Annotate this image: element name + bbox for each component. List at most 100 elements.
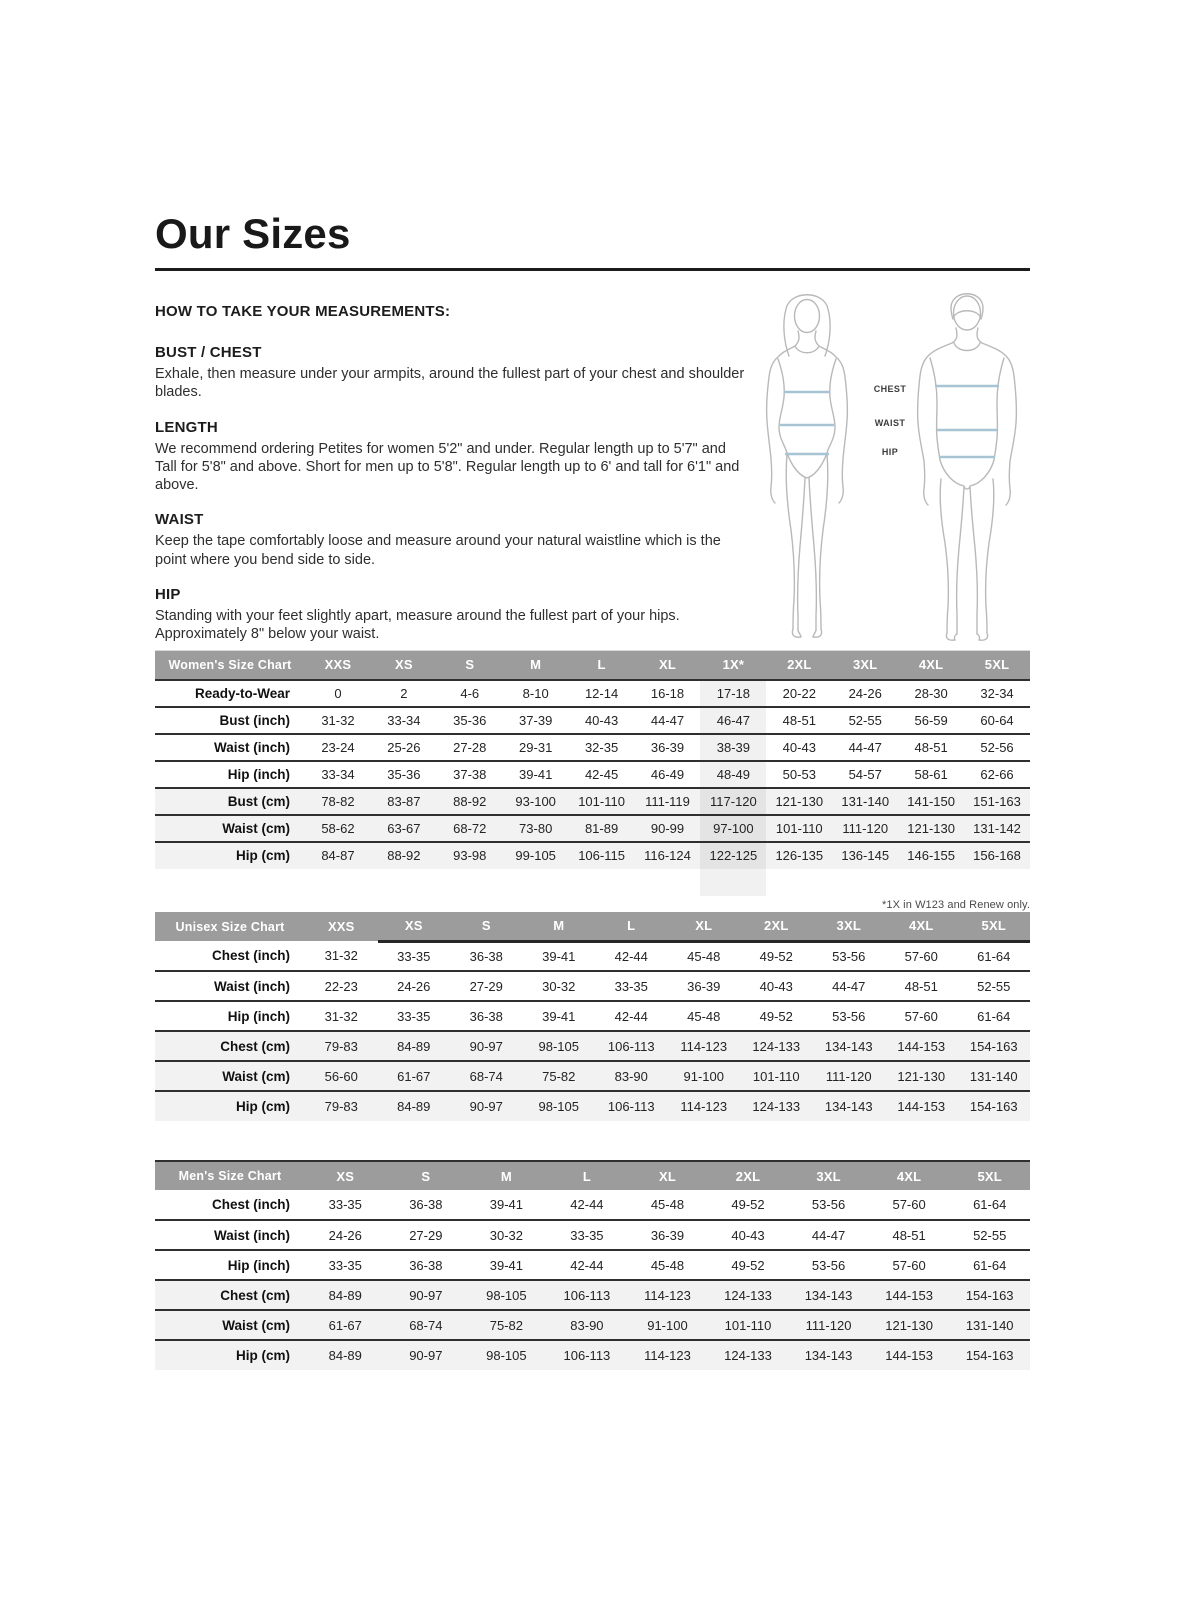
size-cell: 52-55 — [973, 1227, 1007, 1243]
size-column-header: XL — [634, 650, 701, 681]
size-cell: 106-113 — [607, 1038, 655, 1054]
spacer-cell — [437, 869, 503, 896]
size-cell: 33-35 — [328, 1257, 362, 1273]
size-column-header: XS — [370, 650, 437, 681]
table-row: Bust (inch) 31-32 33-34 35-36 37-39 40-43 44-4… — [155, 706, 1030, 734]
size-cell: 31-32 — [321, 712, 355, 728]
size-cell: 154-163 — [969, 1099, 1018, 1114]
section-heading: LENGTH — [155, 418, 218, 436]
unisex-size-chart-section: Unisex Size Chart XXS XS S M L XL 2XL 3XL 4XL 5XL C… — [155, 912, 1030, 1121]
size-column-header: L — [595, 912, 668, 943]
spacer-cell — [305, 869, 371, 896]
size-cell: 25-26 — [387, 739, 421, 755]
size-cell: 2 — [400, 685, 408, 701]
size-cell: 46-47 — [700, 706, 767, 734]
size-cell: 30-32 — [542, 978, 576, 994]
size-cell: 27-29 — [409, 1227, 443, 1243]
size-cell: 61-64 — [973, 1197, 1007, 1212]
spacer-cell — [569, 869, 635, 896]
section-length: LENGTH We recommend ordering Petites for… — [155, 419, 750, 495]
size-cell: 56-59 — [914, 712, 948, 728]
size-cell: 33-35 — [397, 948, 431, 964]
size-cell: 54-57 — [848, 766, 882, 782]
row-label: Chest (cm) — [220, 1287, 290, 1303]
section-body: We recommend ordering Petites for women … — [155, 440, 740, 494]
table-title-cell: Men's Size Chart — [155, 1160, 305, 1190]
size-cell: 121-130 — [897, 1068, 946, 1084]
size-cell: 101-110 — [752, 1068, 800, 1084]
size-cell: 44-47 — [650, 712, 685, 728]
table-row: Waist (cm) 61-67 68-74 75-82 83-90 91-100 101-… — [155, 1310, 1030, 1340]
size-cell: 60-64 — [980, 712, 1014, 728]
size-cell: 33-35 — [614, 978, 648, 994]
figure-label-waist: WAIST — [874, 418, 906, 428]
size-cell: 101-110 — [724, 1317, 772, 1333]
size-cell: 58-61 — [914, 766, 948, 782]
size-cell: 36-38 — [469, 948, 503, 964]
mens-size-chart-section: Men's Size Chart XS S M L XL 2XL 3XL 4XL 5XL Chest… — [155, 1160, 1030, 1370]
table-row: Hip (inch) 33-34 35-36 37-38 39-41 42-45 46-49… — [155, 760, 1030, 788]
size-cell: 58-62 — [321, 820, 355, 836]
size-cell: 134-143 — [824, 1099, 873, 1114]
size-cell: 57-60 — [904, 1008, 938, 1024]
row-label: Waist (inch) — [214, 739, 290, 755]
size-cell: 24-26 — [397, 978, 431, 994]
unisex-size-chart-table: Unisex Size Chart XXS XS S M L XL 2XL 3XL 4XL 5XL C… — [155, 912, 1030, 1121]
size-cell: 49-52 — [731, 1257, 765, 1273]
size-column-header: S — [385, 1160, 467, 1190]
size-cell: 124-133 — [752, 1038, 801, 1054]
size-cell: 57-60 — [904, 948, 938, 964]
size-cell: 49-52 — [759, 1008, 793, 1024]
size-cell: 0 — [334, 685, 342, 701]
size-cell: 45-48 — [687, 1008, 721, 1024]
measurement-instructions: BUST / CHEST Exhale, then measure under … — [155, 344, 750, 660]
size-column-header: 1X* — [700, 650, 767, 681]
size-cell: 97-100 — [700, 814, 767, 842]
size-cell: 106-113 — [563, 1348, 611, 1363]
spacer-cell — [766, 869, 832, 896]
size-cell: 45-48 — [650, 1197, 685, 1212]
size-cell: 40-43 — [731, 1227, 765, 1243]
size-cell: 39-41 — [542, 1008, 576, 1024]
size-cell: 49-52 — [731, 1197, 765, 1212]
section-heading: HIP — [155, 585, 181, 603]
row-label: Chest (inch) — [211, 1197, 290, 1212]
size-cell: 57-60 — [892, 1257, 926, 1273]
size-cell: 27-28 — [453, 739, 487, 755]
size-cell: 151-163 — [973, 793, 1021, 809]
spacer-cell — [700, 868, 767, 896]
size-cell: 88-92 — [453, 793, 487, 809]
spacer-cell — [371, 869, 437, 896]
size-cell: 42-44 — [570, 1257, 604, 1273]
size-cell: 46-49 — [650, 766, 685, 782]
size-column-header: S — [436, 650, 503, 681]
size-column-header: M — [466, 1160, 547, 1190]
size-cell: 91-100 — [683, 1068, 724, 1084]
size-cell: 121-130 — [907, 820, 955, 836]
size-cell: 39-41 — [519, 766, 553, 782]
size-cell: 12-14 — [584, 685, 619, 701]
size-cell: 117-120 — [700, 787, 767, 815]
size-cell: 33-34 — [321, 766, 355, 782]
size-cell: 8-10 — [522, 685, 549, 701]
size-cell: 37-39 — [519, 712, 553, 728]
row-label: Bust (cm) — [227, 793, 290, 809]
size-column-header: 5XL — [964, 650, 1030, 681]
table-row: Hip (cm) 79-83 84-89 90-97 98-105 106-113 114-… — [155, 1091, 1030, 1121]
section-hip: HIP Standing with your feet slightly apa… — [155, 586, 750, 644]
size-column-header: M — [522, 912, 595, 943]
size-cell: 156-168 — [973, 848, 1021, 863]
size-cell: 20-22 — [782, 685, 816, 701]
row-label: Bust (inch) — [219, 712, 291, 728]
size-cell: 81-89 — [584, 820, 619, 836]
size-cell: 38-39 — [700, 733, 767, 761]
size-cell: 90-97 — [469, 1099, 503, 1114]
size-cell: 101-110 — [775, 820, 823, 836]
table-row: Chest (inch) 33-35 36-38 39-41 42-44 45-48 49-… — [155, 1190, 1030, 1220]
size-column-header: 4XL — [868, 1160, 950, 1190]
body-outline-figures — [765, 293, 1018, 641]
size-cell: 57-60 — [892, 1197, 926, 1212]
size-cell: 45-48 — [687, 948, 721, 964]
size-cell: 99-105 — [515, 848, 556, 863]
